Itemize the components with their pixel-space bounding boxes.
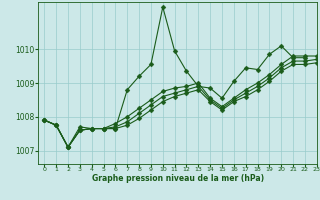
X-axis label: Graphe pression niveau de la mer (hPa): Graphe pression niveau de la mer (hPa) <box>92 174 264 183</box>
